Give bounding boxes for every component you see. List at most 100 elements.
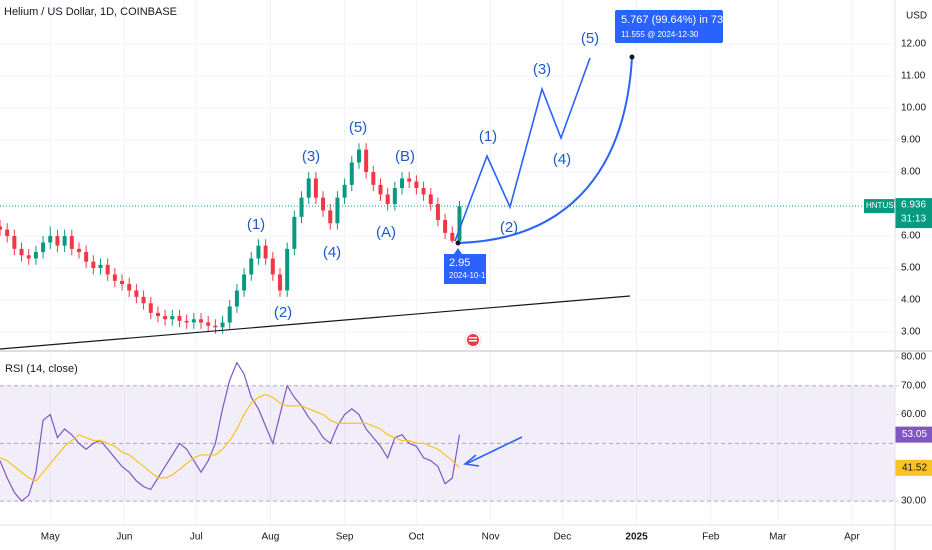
candle-body [98, 264, 103, 269]
x-tick-label: Aug [262, 532, 280, 543]
x-tick-label: Oct [409, 532, 425, 543]
candle-body [263, 245, 268, 259]
candle-body [91, 261, 96, 269]
wave-label: (5) [581, 30, 599, 47]
rsi-value-tag [895, 459, 932, 476]
candle-body [313, 178, 318, 198]
candle-body [184, 320, 189, 323]
low-callout-value: 2.95 [449, 257, 470, 269]
y-tick-label: 12.00 [901, 39, 926, 50]
candle-body [177, 316, 182, 321]
candle-body [213, 325, 218, 328]
trend-line [0, 295, 631, 350]
candle-body [400, 178, 405, 189]
x-tick-label: Jul [190, 532, 203, 543]
candle-body [356, 149, 361, 163]
projection-detail: 11.555 @ 2024-12-30 [621, 30, 699, 39]
candle-body [41, 242, 46, 253]
candle-body [421, 188, 426, 195]
symbol-title: Helium / US Dollar, 1D, COINBASE [4, 6, 177, 18]
wave-label: (4) [553, 151, 571, 168]
candle-body [84, 252, 89, 262]
candle-body [148, 303, 153, 313]
last-price-tag [895, 198, 932, 229]
candle-body [227, 306, 232, 323]
wave-label: (3) [533, 61, 551, 78]
candle-body [0, 226, 2, 230]
projected-waves [454, 57, 591, 242]
candle-body [105, 264, 110, 275]
y-tick-label: 3.00 [901, 327, 921, 338]
candle-body [19, 248, 24, 256]
grid-layer [0, 0, 899, 525]
wave-label: (B) [395, 148, 415, 165]
x-tick-label: Jun [116, 532, 132, 543]
candle-body [443, 220, 448, 233]
candle-body [435, 204, 440, 221]
wave-label: (3) [302, 148, 320, 165]
candle-body [335, 197, 340, 224]
y-tick-label: 10.00 [901, 103, 926, 114]
candle-body [349, 162, 354, 185]
rsi-tick-label: 80.00 [901, 352, 926, 363]
wave-label: (A) [376, 224, 396, 241]
wave-label: (5) [349, 119, 367, 136]
earnings-flag [464, 331, 482, 349]
rsi-value-tag [895, 426, 932, 443]
x-tick-label: Nov [482, 532, 500, 543]
rsi-arrowhead [463, 454, 480, 467]
candle-body [134, 290, 139, 297]
y-tick-label: 8.00 [901, 167, 921, 178]
projection-end [629, 54, 635, 60]
wave-label: (1) [247, 216, 265, 233]
wave-label: (2) [274, 304, 292, 321]
x-tick-label: Dec [553, 532, 571, 543]
rsi-value-label: 41.52 [902, 462, 927, 473]
candle-body [450, 232, 455, 241]
y-tick-label: 4.00 [901, 295, 921, 306]
candle-body [378, 184, 383, 195]
candle-body [62, 236, 67, 246]
x-tick-label: 2025 [625, 532, 648, 543]
candle-body [220, 322, 225, 328]
candle-body [414, 181, 419, 189]
projection-start [455, 240, 461, 246]
candle-body [199, 319, 204, 323]
candle-body [191, 319, 196, 323]
wave-label: (1) [479, 128, 497, 145]
currency-label: USD [906, 11, 927, 22]
candle-body [321, 197, 326, 211]
rsi-value-label: 53.05 [902, 429, 927, 440]
candle-body [285, 248, 290, 291]
x-tick-label: Mar [769, 532, 787, 543]
candle-body [55, 236, 60, 246]
candle-body [26, 255, 31, 259]
mark-layer [0, 143, 895, 502]
candle-body [306, 178, 311, 198]
countdown-label: 31:13 [901, 214, 926, 225]
rsi-line [0, 393, 460, 482]
rsi-tick-label: 60.00 [901, 409, 926, 420]
candle-body [76, 248, 81, 253]
candle-body [270, 258, 275, 275]
candle-body [428, 194, 433, 205]
candle-body [457, 206, 462, 241]
candle-body [5, 229, 10, 237]
label-layer: May Jun Jul Aug Sep Oct Nov Dec 2025 Feb Mar Apr 3.0… [41, 39, 932, 543]
candle-body [33, 252, 38, 259]
candle-body [392, 188, 397, 205]
candle-body [206, 322, 211, 326]
candle-body [163, 316, 168, 320]
candle-body [127, 284, 132, 291]
candle-body [242, 274, 247, 291]
ticker-tag [864, 199, 895, 214]
candle-body [385, 194, 390, 205]
rsi-band-layer [0, 385, 895, 502]
candle-body [249, 258, 254, 275]
candle-body [292, 216, 297, 249]
last-price-label: 6.936 [901, 200, 926, 211]
x-tick-label: Feb [702, 532, 720, 543]
rsi-line [0, 361, 461, 502]
ticker-tag-label: HNTUSD [866, 201, 900, 210]
low-callout-box [444, 248, 486, 284]
